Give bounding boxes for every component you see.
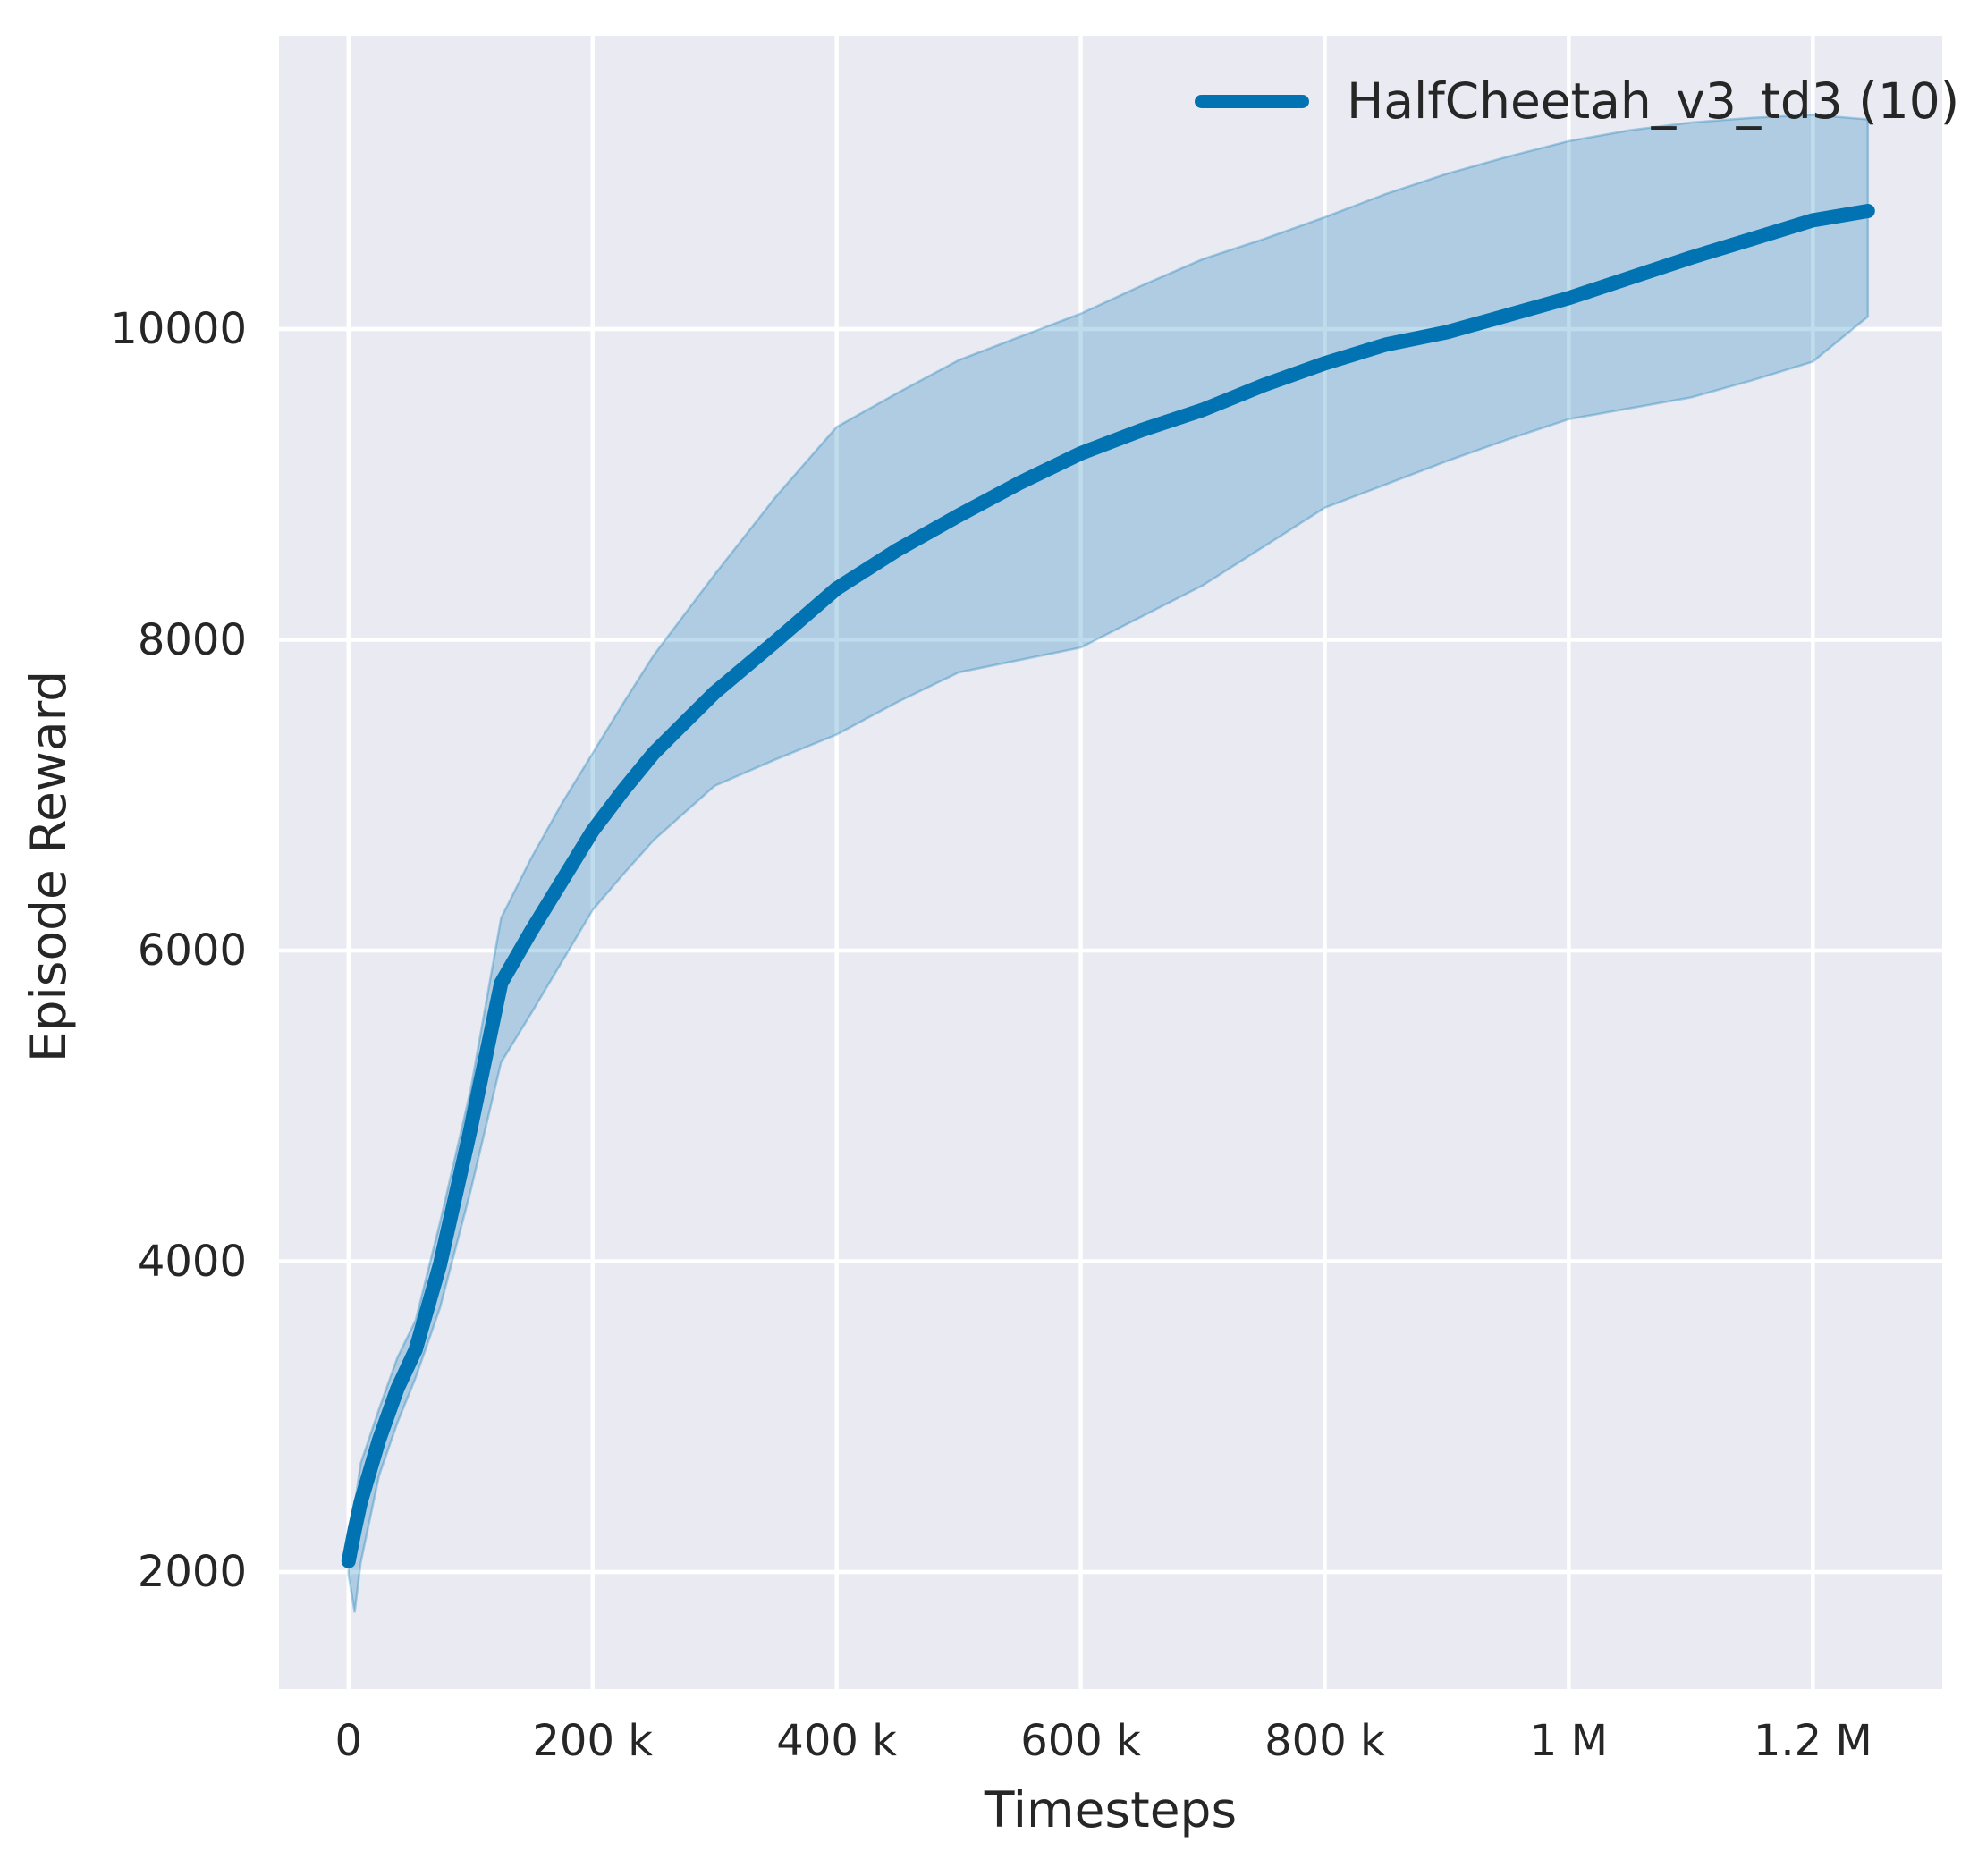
- x-axis-title: Timesteps: [984, 1781, 1238, 1838]
- x-tick-label: 800 k: [1264, 1716, 1385, 1766]
- legend: HalfCheetah_v3_td3 (10): [1195, 72, 1959, 131]
- x-tick-label: 1 M: [1529, 1716, 1609, 1766]
- plot-area: [279, 36, 1942, 1689]
- x-tick-label: 0: [334, 1716, 363, 1766]
- series-line: [341, 204, 1875, 1568]
- legend-series-label: HalfCheetah_v3_td3 (10): [1347, 72, 1960, 130]
- legend-line-swatch: [1195, 94, 1309, 108]
- y-tick-label: 4000: [137, 1236, 247, 1287]
- y-axis-title: Episode Reward: [20, 670, 77, 1063]
- confidence-band: [347, 114, 1870, 1613]
- x-tick-label: 400 k: [776, 1716, 897, 1766]
- y-tick-label: 8000: [137, 614, 247, 665]
- x-tick-label: 200 k: [532, 1716, 654, 1766]
- plot-canvas: [279, 36, 1942, 1689]
- x-tick-label: 600 k: [1020, 1716, 1141, 1766]
- y-tick-label: 6000: [137, 925, 247, 976]
- y-tick-label: 10000: [110, 304, 247, 355]
- x-tick-label: 1.2 M: [1753, 1716, 1872, 1766]
- y-tick-label: 2000: [137, 1546, 247, 1597]
